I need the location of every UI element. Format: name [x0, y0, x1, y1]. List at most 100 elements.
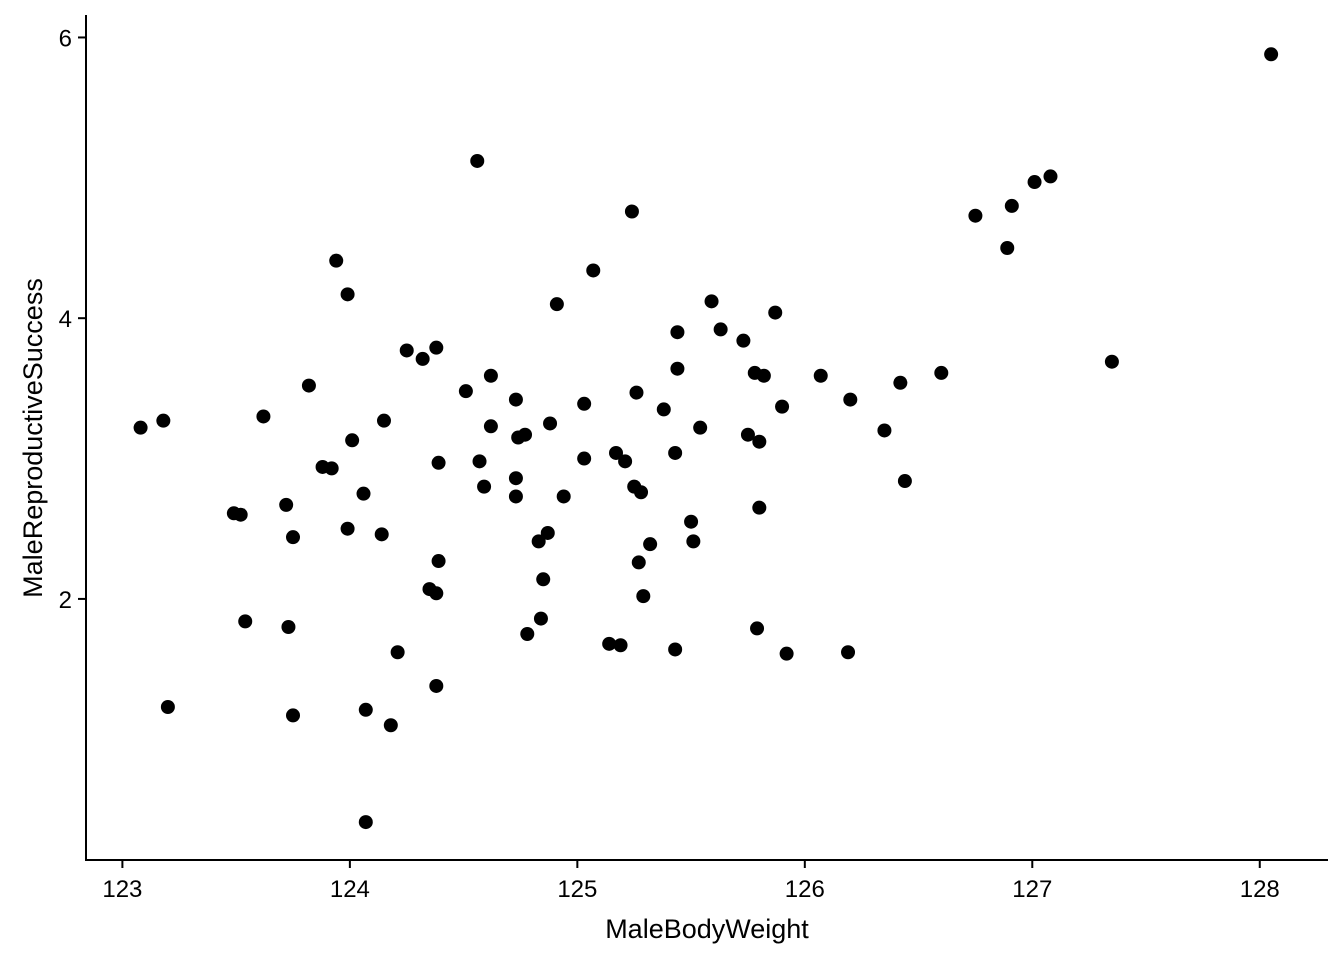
data-point — [429, 586, 444, 601]
data-point — [877, 423, 892, 438]
data-point — [752, 434, 767, 449]
data-point — [668, 642, 683, 657]
data-point — [843, 392, 858, 407]
data-point — [670, 361, 685, 376]
data-point — [1004, 198, 1019, 213]
data-point — [609, 445, 624, 460]
y-tick-label: 6 — [59, 25, 72, 52]
data-point — [740, 427, 755, 442]
data-point — [429, 678, 444, 693]
data-point — [1027, 175, 1042, 190]
data-point — [431, 455, 446, 470]
data-point — [472, 454, 487, 469]
data-point — [631, 555, 646, 570]
data-point — [376, 413, 391, 428]
data-point — [556, 489, 571, 504]
data-point — [1104, 354, 1119, 369]
data-point — [281, 619, 296, 634]
x-axis-title: MaleBodyWeight — [605, 914, 809, 944]
data-point — [483, 419, 498, 434]
data-point — [668, 445, 683, 460]
x-tick-label: 123 — [102, 876, 142, 903]
data-point — [399, 343, 414, 358]
x-tick-label: 128 — [1240, 876, 1280, 903]
data-point — [340, 521, 355, 536]
data-point — [160, 700, 175, 715]
x-tick-label: 127 — [1012, 876, 1052, 903]
data-point — [458, 384, 473, 399]
data-point — [686, 534, 701, 549]
data-point — [374, 527, 389, 542]
data-point — [968, 208, 983, 223]
data-point — [624, 204, 639, 219]
data-point — [636, 589, 651, 604]
data-point — [1000, 241, 1015, 256]
data-point — [1264, 47, 1279, 62]
data-point — [286, 708, 300, 723]
data-point — [508, 471, 523, 486]
data-point — [934, 365, 949, 380]
data-point — [540, 525, 555, 540]
data-point — [358, 815, 373, 830]
data-point — [536, 572, 551, 587]
data-point — [577, 396, 592, 411]
data-point — [533, 611, 548, 626]
data-point — [477, 479, 492, 494]
data-point — [684, 514, 699, 529]
data-point — [156, 413, 171, 428]
data-point — [429, 340, 444, 355]
data-point — [301, 378, 316, 393]
data-point — [340, 287, 355, 302]
data-point — [750, 621, 765, 636]
y-ticks: 2 4 6 — [59, 25, 86, 614]
data-point — [470, 153, 485, 168]
data-point — [329, 253, 344, 268]
data-point — [629, 385, 644, 400]
data-point — [775, 399, 790, 414]
data-point — [693, 420, 708, 435]
data-point — [531, 534, 546, 549]
data-point — [713, 322, 728, 337]
y-tick-label: 4 — [59, 306, 72, 333]
data-point — [768, 305, 783, 320]
data-point — [508, 489, 523, 504]
data-point — [543, 416, 558, 431]
data-point — [549, 297, 564, 312]
data-point — [634, 485, 649, 500]
data-point — [383, 718, 398, 733]
data-point — [602, 636, 617, 651]
data-point — [279, 497, 294, 512]
data-point — [483, 368, 498, 383]
data-point — [520, 627, 535, 642]
data-point — [133, 420, 148, 435]
y-tick-label: 2 — [59, 587, 72, 614]
data-point — [431, 554, 446, 569]
data-point — [779, 646, 794, 661]
x-tick-label: 124 — [330, 876, 370, 903]
data-point — [256, 409, 271, 424]
data-point — [813, 368, 828, 383]
x-ticks: 123 124 125 126 127 128 — [102, 860, 1280, 903]
data-point — [577, 451, 592, 466]
data-point — [233, 507, 248, 522]
data-point — [670, 325, 685, 340]
data-point — [656, 402, 671, 417]
data-point — [345, 433, 360, 448]
data-point — [358, 702, 373, 717]
data-point — [390, 645, 405, 660]
data-point — [1043, 169, 1058, 184]
data-point — [893, 375, 908, 390]
data-point — [841, 645, 856, 660]
data-point — [415, 351, 430, 366]
points-layer — [133, 47, 1279, 830]
data-point — [736, 333, 751, 348]
x-tick-label: 125 — [557, 876, 597, 903]
data-point — [897, 474, 912, 489]
y-axis-title: MaleReproductiveSuccess — [18, 278, 48, 598]
data-point — [752, 500, 767, 515]
data-point — [756, 368, 771, 383]
data-point — [286, 530, 300, 545]
data-point — [704, 294, 719, 309]
data-point — [356, 486, 371, 501]
